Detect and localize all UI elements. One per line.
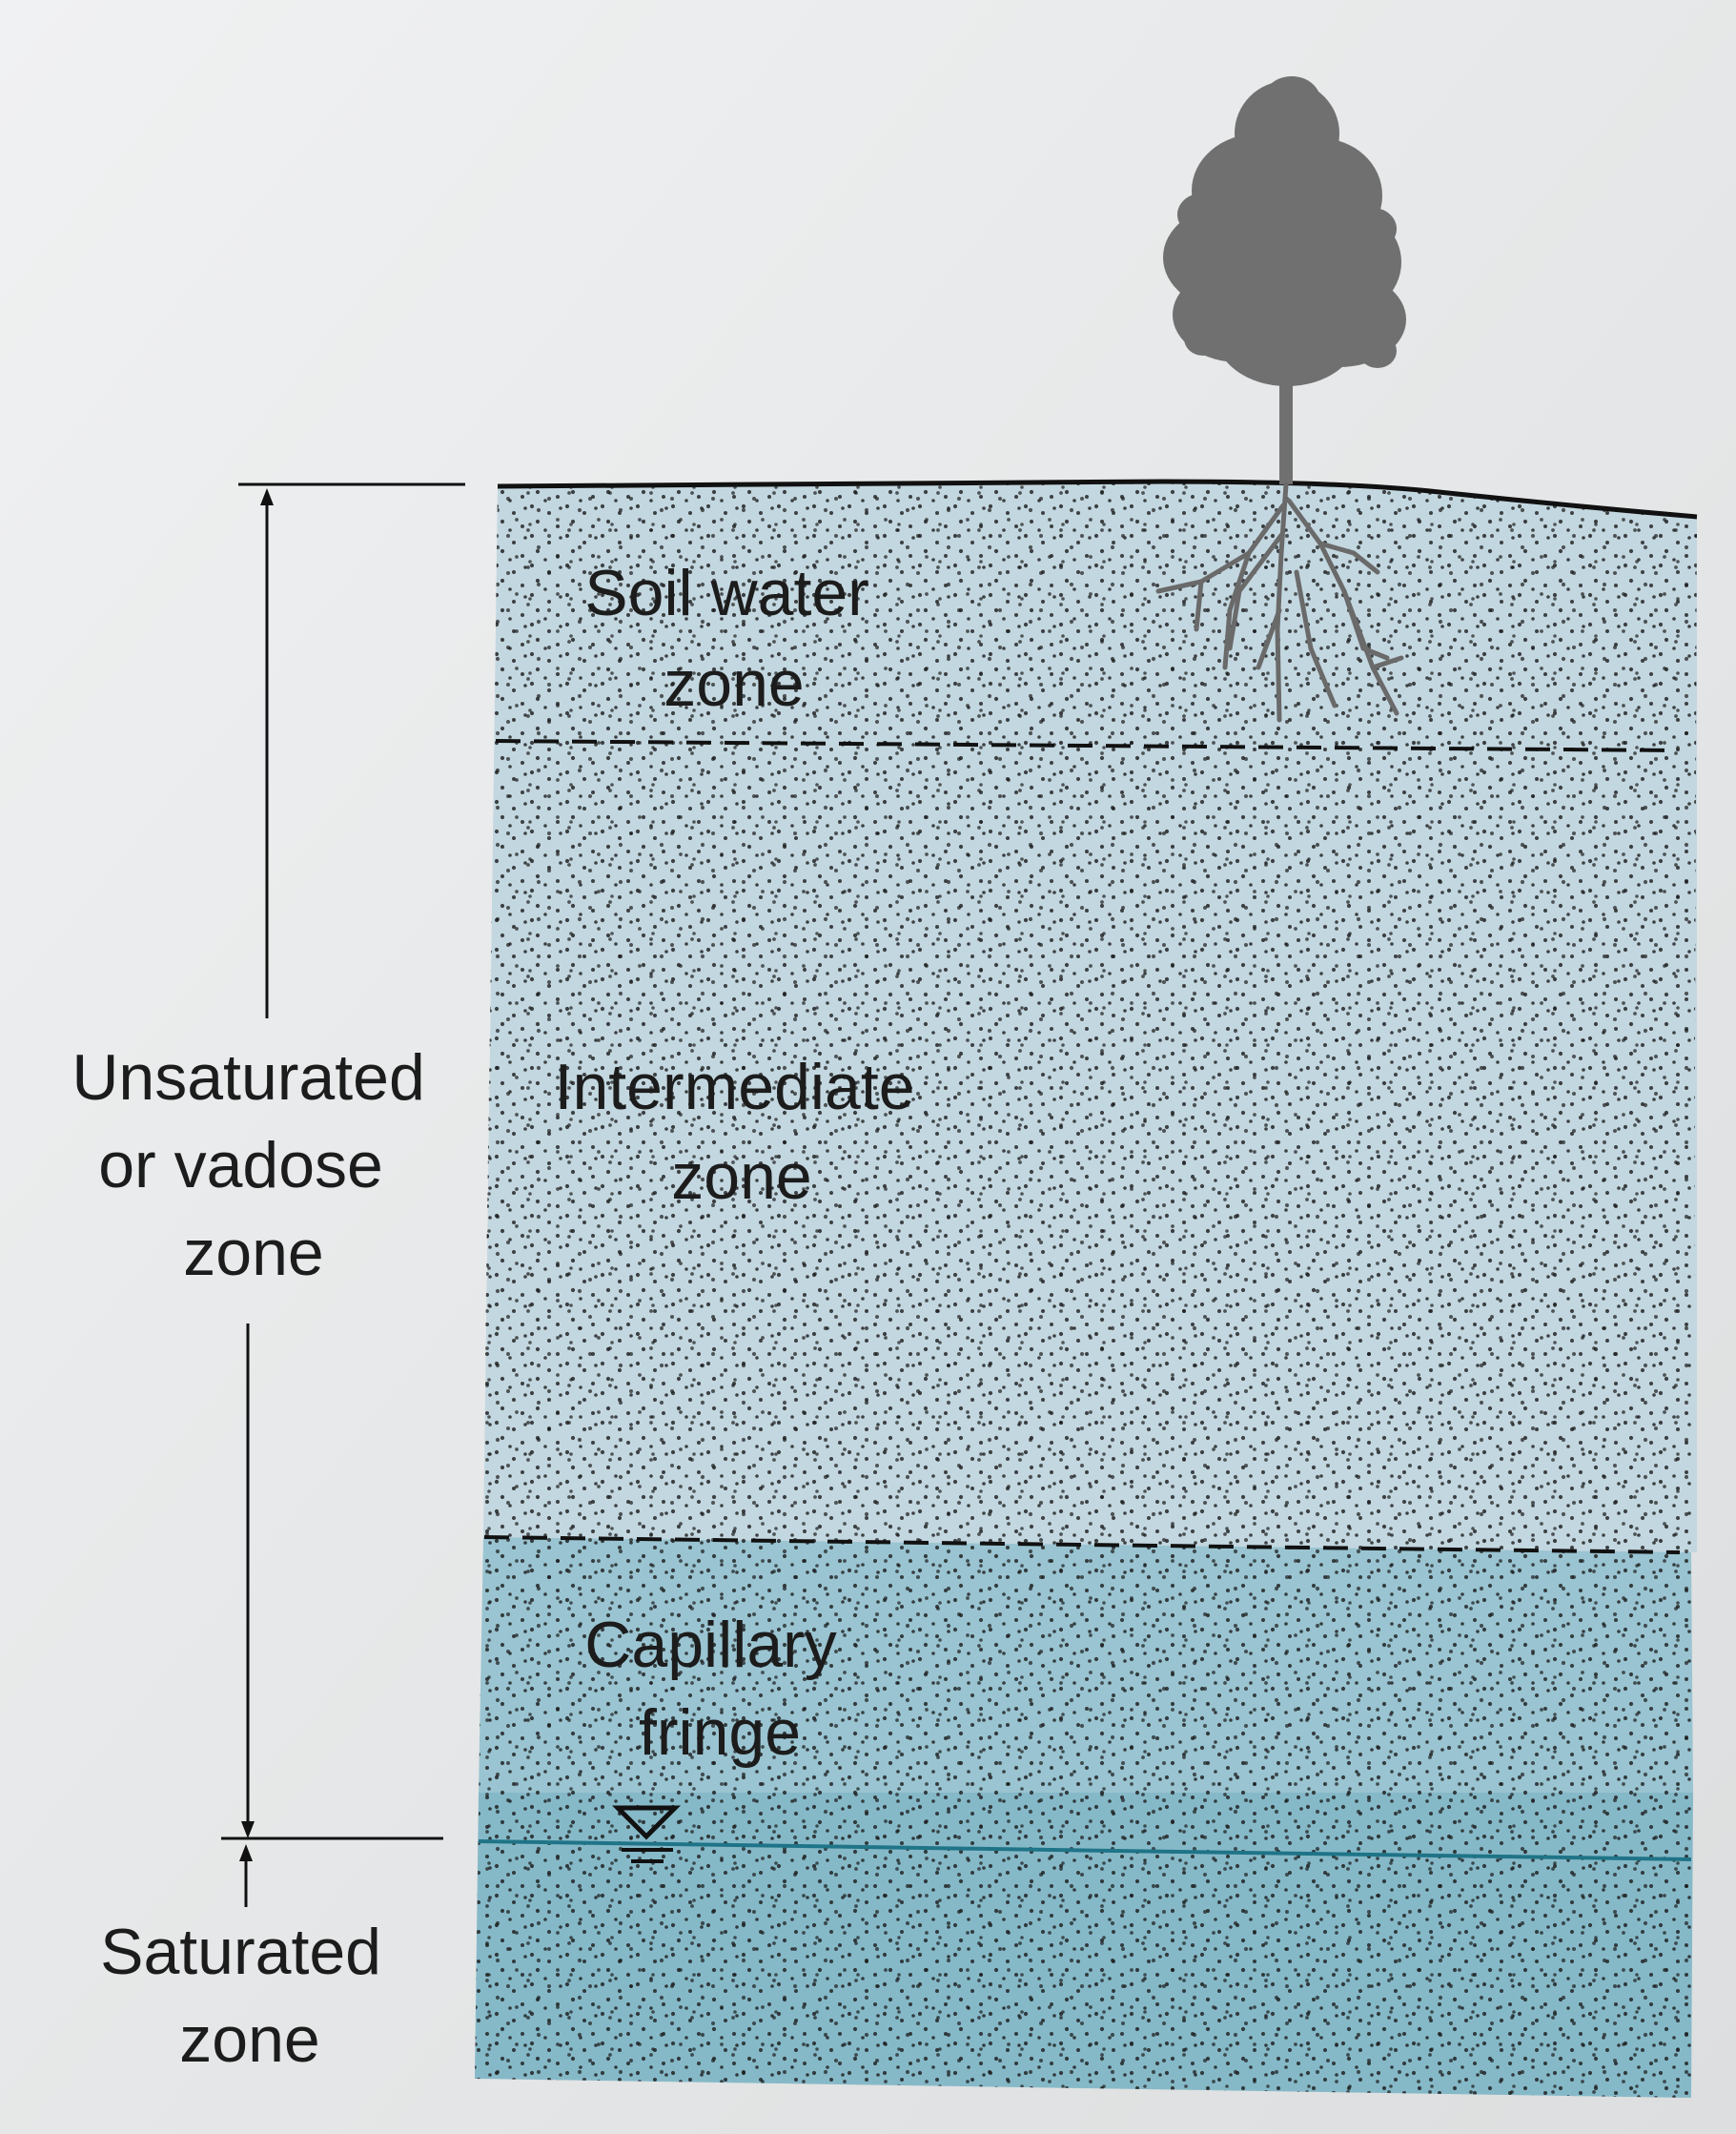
vadose-zone-dimension <box>221 482 465 1907</box>
intermediate-capillary-boundary <box>483 1535 1681 1554</box>
soil-intermediate-boundary <box>495 739 1679 752</box>
capillary-fringe-label: Capillary fringe <box>584 1609 854 1769</box>
water-table-line <box>478 1839 1692 1861</box>
saturated-zone-label: Saturated zone <box>100 1916 399 2076</box>
soil-water-zone-label: Soil water zone <box>584 557 887 720</box>
ground-cross-section <box>475 479 1698 2098</box>
soil-stipple-2 <box>475 482 1697 2098</box>
tree-icon <box>1155 76 1406 723</box>
water-table-symbol-icon <box>611 1805 682 1863</box>
ground-surface-line <box>497 479 1698 520</box>
unsaturated-zone-label: Unsaturated or vadose zone <box>71 1041 442 1289</box>
intermediate-zone-label: Intermediate zone <box>555 1051 933 1213</box>
